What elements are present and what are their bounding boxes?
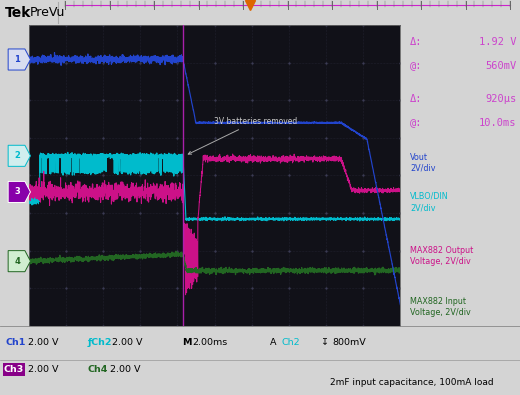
Text: @:: @: bbox=[410, 118, 422, 128]
Text: 10.0ms: 10.0ms bbox=[479, 118, 516, 128]
Text: Ch4: Ch4 bbox=[88, 365, 108, 374]
Text: Vout
2V/div: Vout 2V/div bbox=[410, 153, 435, 173]
Text: 560mV: 560mV bbox=[485, 61, 516, 71]
Text: A: A bbox=[270, 339, 277, 348]
Text: Ch2: Ch2 bbox=[282, 339, 301, 348]
Text: 920μs: 920μs bbox=[485, 94, 516, 104]
Text: PreVu: PreVu bbox=[30, 6, 66, 19]
Text: 2.00 V: 2.00 V bbox=[28, 339, 58, 348]
Text: M: M bbox=[182, 339, 191, 348]
Text: 2.00 V: 2.00 V bbox=[28, 365, 58, 374]
Text: MAX882 Output
Voltage, 2V/div: MAX882 Output Voltage, 2V/div bbox=[410, 246, 473, 266]
Polygon shape bbox=[8, 145, 31, 166]
Text: 800mV: 800mV bbox=[332, 339, 366, 348]
Text: Δ:: Δ: bbox=[410, 94, 422, 104]
Polygon shape bbox=[8, 49, 31, 70]
Text: 2: 2 bbox=[15, 151, 20, 160]
Text: Ch3: Ch3 bbox=[4, 365, 24, 374]
Text: Δ:: Δ: bbox=[410, 37, 422, 47]
Text: ƒCh2: ƒCh2 bbox=[88, 339, 112, 348]
Text: VLBO/DIN
2V/div: VLBO/DIN 2V/div bbox=[410, 192, 449, 212]
Text: @:: @: bbox=[410, 61, 422, 71]
FancyBboxPatch shape bbox=[3, 363, 25, 376]
Text: Ch1: Ch1 bbox=[5, 339, 25, 348]
Text: MAX882 Input
Voltage, 2V/div: MAX882 Input Voltage, 2V/div bbox=[410, 297, 471, 317]
Text: 4: 4 bbox=[15, 257, 20, 266]
Text: 2.00ms: 2.00ms bbox=[192, 339, 227, 348]
Text: 1.92 V: 1.92 V bbox=[479, 37, 516, 47]
Text: 2.00 V: 2.00 V bbox=[112, 339, 142, 348]
Text: ↧: ↧ bbox=[320, 339, 328, 348]
Text: 2mF input capacitance, 100mA load: 2mF input capacitance, 100mA load bbox=[330, 378, 493, 387]
Text: 3V batteries removed: 3V batteries removed bbox=[188, 117, 298, 154]
Polygon shape bbox=[8, 251, 31, 272]
Text: 2.00 V: 2.00 V bbox=[110, 365, 140, 374]
Text: 1: 1 bbox=[15, 55, 20, 64]
Text: Tek: Tek bbox=[5, 6, 31, 20]
Text: 3: 3 bbox=[15, 188, 20, 196]
Polygon shape bbox=[8, 181, 31, 203]
